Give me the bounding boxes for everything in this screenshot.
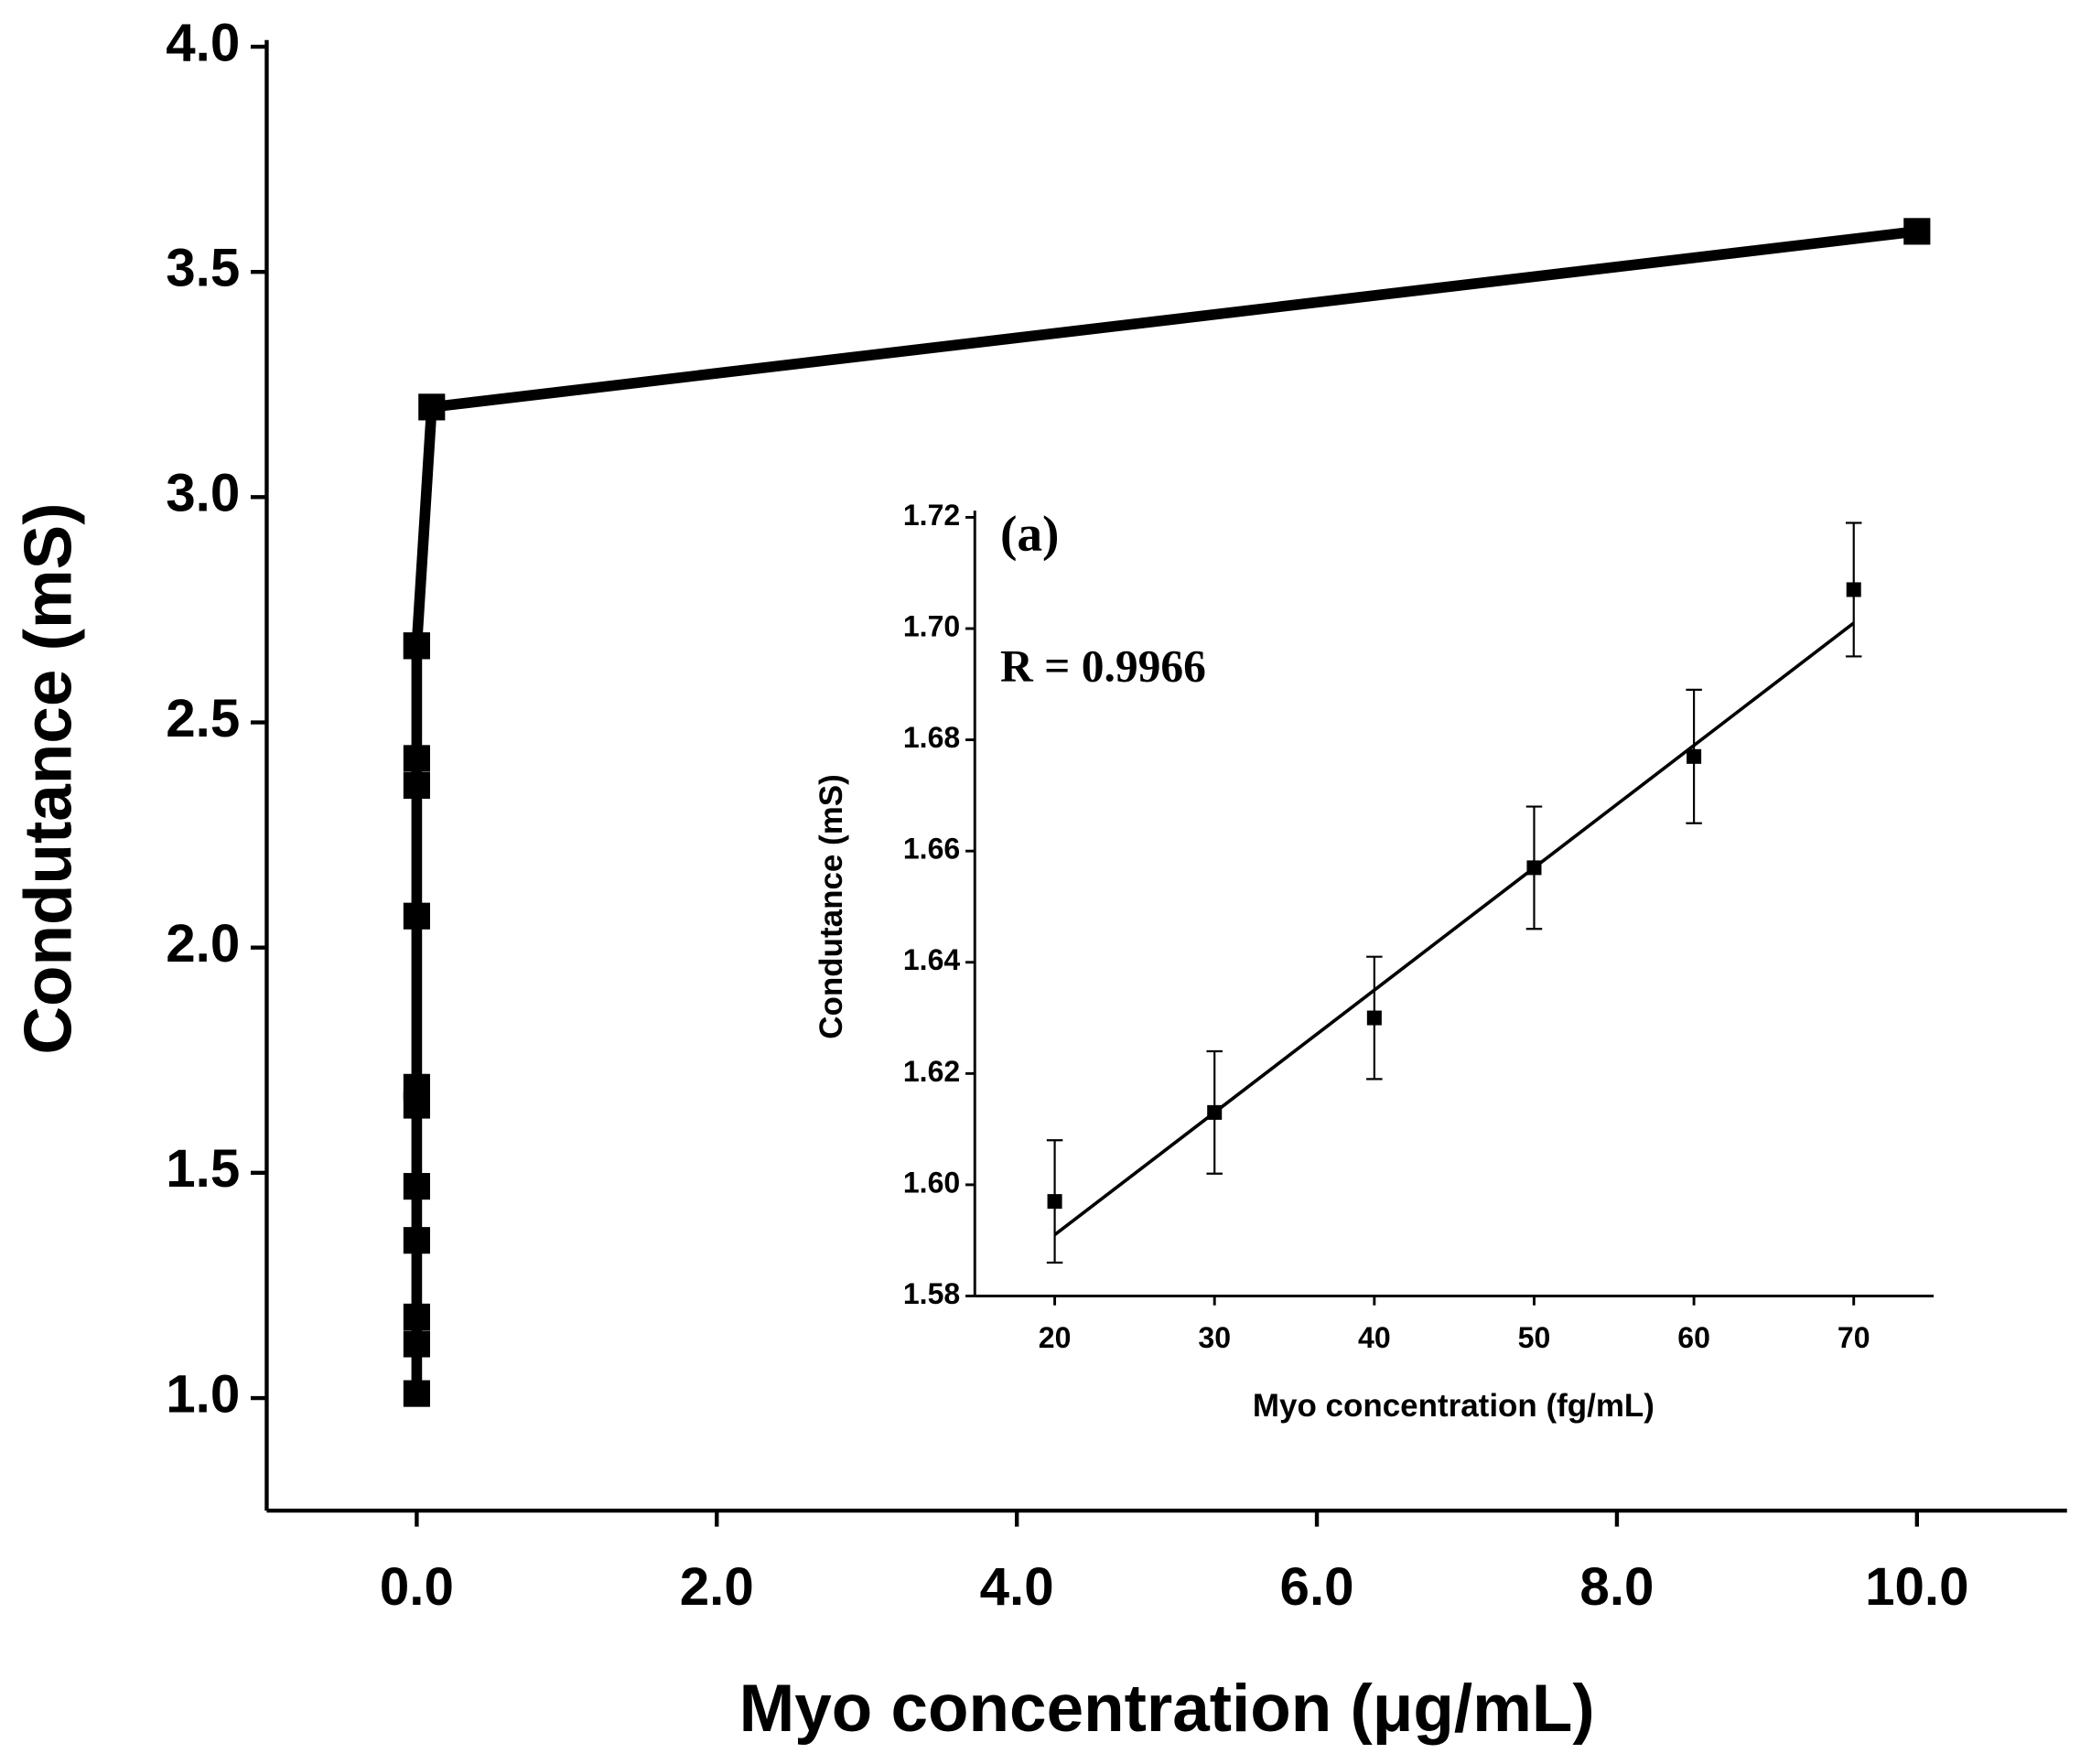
marker [418,393,446,421]
marker [403,771,430,800]
y-tick-label: 2.0 [166,914,240,973]
x-axis-title: Myo concentration (μg/mL) [739,1672,1595,1746]
marker [1903,218,1931,245]
x-tick-label: 30 [1198,1321,1231,1354]
x-tick-label: 10.0 [1865,1557,1968,1617]
y-tick-label: 1.58 [903,1277,960,1310]
marker [1366,1010,1382,1026]
x-tick-label: 4.0 [980,1557,1054,1617]
marker [403,902,430,930]
marker [403,745,430,772]
y-tick-label: 1.68 [903,721,960,754]
marker [403,1173,430,1200]
x-tick-label: 40 [1358,1321,1391,1354]
y-tick-label: 3.5 [166,239,240,298]
y-tick-label: 1.60 [903,1166,960,1199]
y-tick-label: 1.66 [903,833,960,866]
data-line [411,226,1918,1394]
x-tick-label: 60 [1677,1321,1710,1354]
marker [403,632,430,660]
marker [403,1330,430,1358]
y-axis-title: Condutance (mS) [814,774,849,1038]
x-tick-label: 50 [1518,1321,1551,1354]
y-axis-title: Condutance (mS) [12,502,86,1054]
y-tick-label: 1.0 [166,1364,240,1424]
y-tick-label: 1.64 [903,943,961,976]
marker [403,1227,430,1254]
marker [403,1380,430,1407]
x-axis-title: Myo concentration (fg/mL) [1253,1388,1654,1424]
x-tick-label: 0.0 [380,1557,454,1617]
y-tick-label: 2.5 [166,689,240,748]
y-tick-label: 1.72 [903,499,960,532]
x-tick-label: 70 [1838,1321,1870,1354]
y-tick-label: 4.0 [166,13,240,72]
y-tick-label: 1.70 [903,609,960,642]
y-tick-label: 1.62 [903,1055,960,1088]
marker [1047,1194,1062,1210]
x-tick-label: 20 [1039,1321,1072,1354]
x-tick-label: 6.0 [1280,1557,1354,1617]
marker [403,1303,430,1330]
y-tick-label: 3.0 [166,464,240,523]
r-value: R = 0.9966 [1000,640,1206,691]
x-tick-label: 8.0 [1579,1557,1654,1617]
x-tick-label: 2.0 [680,1557,754,1617]
marker [1846,582,1861,597]
panel-label: (a) [1000,505,1060,561]
fit-line [1053,621,1855,1237]
y-tick-label: 1.5 [166,1139,240,1199]
marker [403,1073,430,1101]
marker [1687,748,1702,764]
